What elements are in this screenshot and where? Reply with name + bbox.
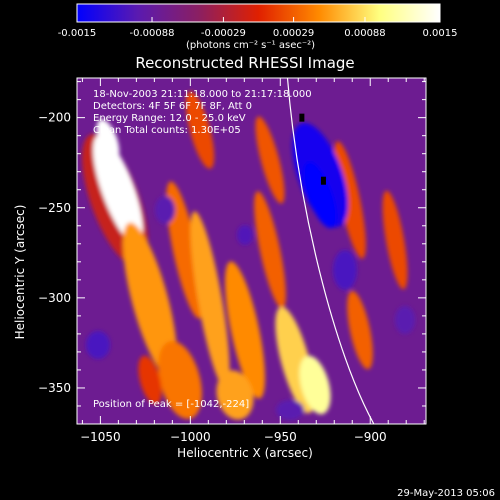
timestamp: 29-May-2013 05:06 bbox=[397, 488, 495, 499]
annotation-line: Energy Range: 12.0 - 25.0 keV bbox=[93, 113, 246, 124]
colorbar-tick-label: 0.00088 bbox=[344, 28, 385, 39]
y-tick-label: −250 bbox=[38, 201, 71, 215]
plot-frame bbox=[76, 77, 427, 425]
bright-ridge bbox=[93, 135, 143, 245]
annotation-line: Detectors: 4F 5F 6F 7F 8F, Att 0 bbox=[93, 101, 252, 112]
streak bbox=[185, 91, 215, 169]
peak-position-label: Position of Peak = [-1042,-224] bbox=[93, 399, 249, 410]
y-tick-label: −350 bbox=[38, 381, 71, 395]
axes: −1050 −1000 −950 −900 −350 −300 −250 −200 bbox=[38, 78, 426, 444]
peak-markers bbox=[299, 113, 326, 185]
colorbar-tick-label: -0.00088 bbox=[130, 28, 175, 39]
colorbar-tick-label: -0.0015 bbox=[58, 28, 97, 39]
info-annotations: 18-Nov-2003 21:11:18.000 to 21:17:18.000… bbox=[93, 89, 312, 136]
streak bbox=[190, 211, 230, 389]
annotation-line: 18-Nov-2003 21:11:18.000 to 21:17:18.000 bbox=[93, 89, 312, 100]
y-tick-label: −200 bbox=[38, 111, 71, 125]
bright-lower-core bbox=[299, 355, 331, 415]
negative-blob bbox=[86, 331, 110, 359]
x-tick-label: −1000 bbox=[170, 430, 211, 444]
marker bbox=[299, 113, 305, 122]
negative-blob bbox=[395, 306, 415, 334]
y-axis-label: Heliocentric Y (arcsec) bbox=[13, 205, 27, 340]
streak bbox=[216, 370, 254, 420]
negative-core bbox=[303, 161, 337, 229]
bright-ridge-top bbox=[96, 119, 120, 161]
streak bbox=[254, 191, 286, 309]
colorbar bbox=[76, 3, 441, 23]
negative-blob bbox=[155, 196, 175, 224]
annotation-line: Clean Total counts: 1.30E+05 bbox=[93, 125, 241, 136]
streak bbox=[122, 222, 178, 378]
x-tick-label: −900 bbox=[354, 430, 387, 444]
heatmap-image bbox=[77, 78, 426, 424]
streak bbox=[255, 116, 285, 204]
marker bbox=[320, 176, 326, 185]
negative-blob bbox=[333, 250, 357, 290]
negative-blob bbox=[276, 400, 304, 420]
colorbar-ticks: -0.0015 -0.00088 -0.00029 0.00029 0.00088 0.0… bbox=[58, 17, 458, 39]
streak bbox=[225, 261, 265, 399]
colorbar-tick-label: 0.00029 bbox=[273, 28, 314, 39]
streak bbox=[166, 181, 204, 319]
solar-limb-arc bbox=[286, 77, 375, 425]
streak bbox=[382, 190, 408, 290]
x-tick-label: −950 bbox=[264, 430, 297, 444]
streak bbox=[138, 355, 162, 405]
streak bbox=[158, 341, 202, 419]
negative-blob bbox=[237, 225, 253, 245]
colorbar-tick-label: -0.00029 bbox=[201, 28, 246, 39]
streak bbox=[347, 290, 373, 370]
x-tick-label: −1050 bbox=[80, 430, 121, 444]
streak bbox=[334, 141, 366, 259]
y-tick-label: −300 bbox=[38, 291, 71, 305]
colorbar-units-label: (photons cm⁻² s⁻¹ asec⁻²) bbox=[186, 40, 316, 51]
x-axis-label: Heliocentric X (arcsec) bbox=[177, 446, 313, 460]
colorbar-tick-label: 0.0015 bbox=[423, 28, 458, 39]
chart-title: Reconstructed RHESSI Image bbox=[135, 54, 354, 72]
